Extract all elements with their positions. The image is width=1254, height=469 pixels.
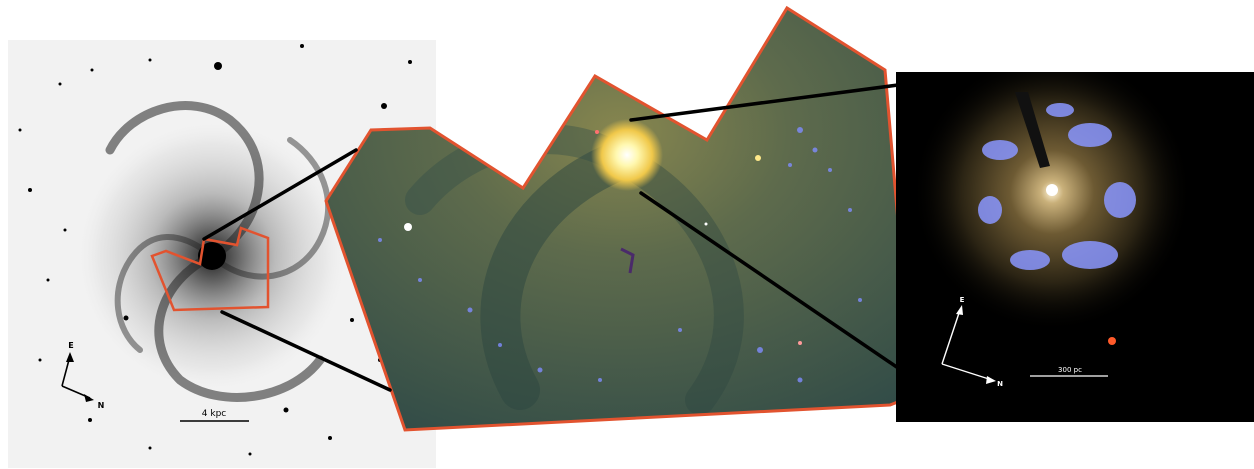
zoom-nucleus bbox=[1046, 184, 1058, 196]
north-arrow bbox=[941, 363, 993, 381]
compass-left bbox=[61, 352, 94, 402]
east-arrow bbox=[941, 309, 961, 365]
connector-lines bbox=[202, 83, 906, 392]
galaxy-nucleus bbox=[198, 242, 226, 270]
compass-north-label: N bbox=[997, 380, 1003, 388]
scale-bar-label: 300 pc bbox=[1058, 366, 1082, 374]
connector-left-top bbox=[202, 148, 358, 241]
mosaic-nucleus bbox=[591, 119, 663, 191]
compass-right bbox=[941, 305, 996, 384]
occulting-strip bbox=[1015, 92, 1050, 168]
scale-bar-label: 4 kpc bbox=[202, 409, 227, 419]
connector-right-bottom bbox=[639, 191, 906, 374]
hii-regions-zoom bbox=[978, 103, 1136, 270]
mosaic-stars bbox=[404, 130, 802, 345]
compass-east-label: E bbox=[68, 341, 73, 350]
zoom-galaxy-glow bbox=[912, 72, 1192, 332]
hii-regions-mosaic bbox=[378, 127, 862, 383]
mosaic-outline bbox=[324, 5, 915, 432]
compass-north-label: N bbox=[98, 401, 105, 410]
spiral-arms bbox=[105, 101, 331, 402]
compass-east-label: E bbox=[960, 296, 965, 304]
connector-left-bottom bbox=[220, 310, 392, 392]
field-of-view-outline bbox=[150, 226, 270, 312]
artifact-mark bbox=[620, 247, 635, 274]
connector-right-top bbox=[629, 83, 900, 122]
red-star bbox=[1108, 337, 1116, 345]
nucleus-zoom-panel: E N 300 pc bbox=[896, 72, 1254, 422]
